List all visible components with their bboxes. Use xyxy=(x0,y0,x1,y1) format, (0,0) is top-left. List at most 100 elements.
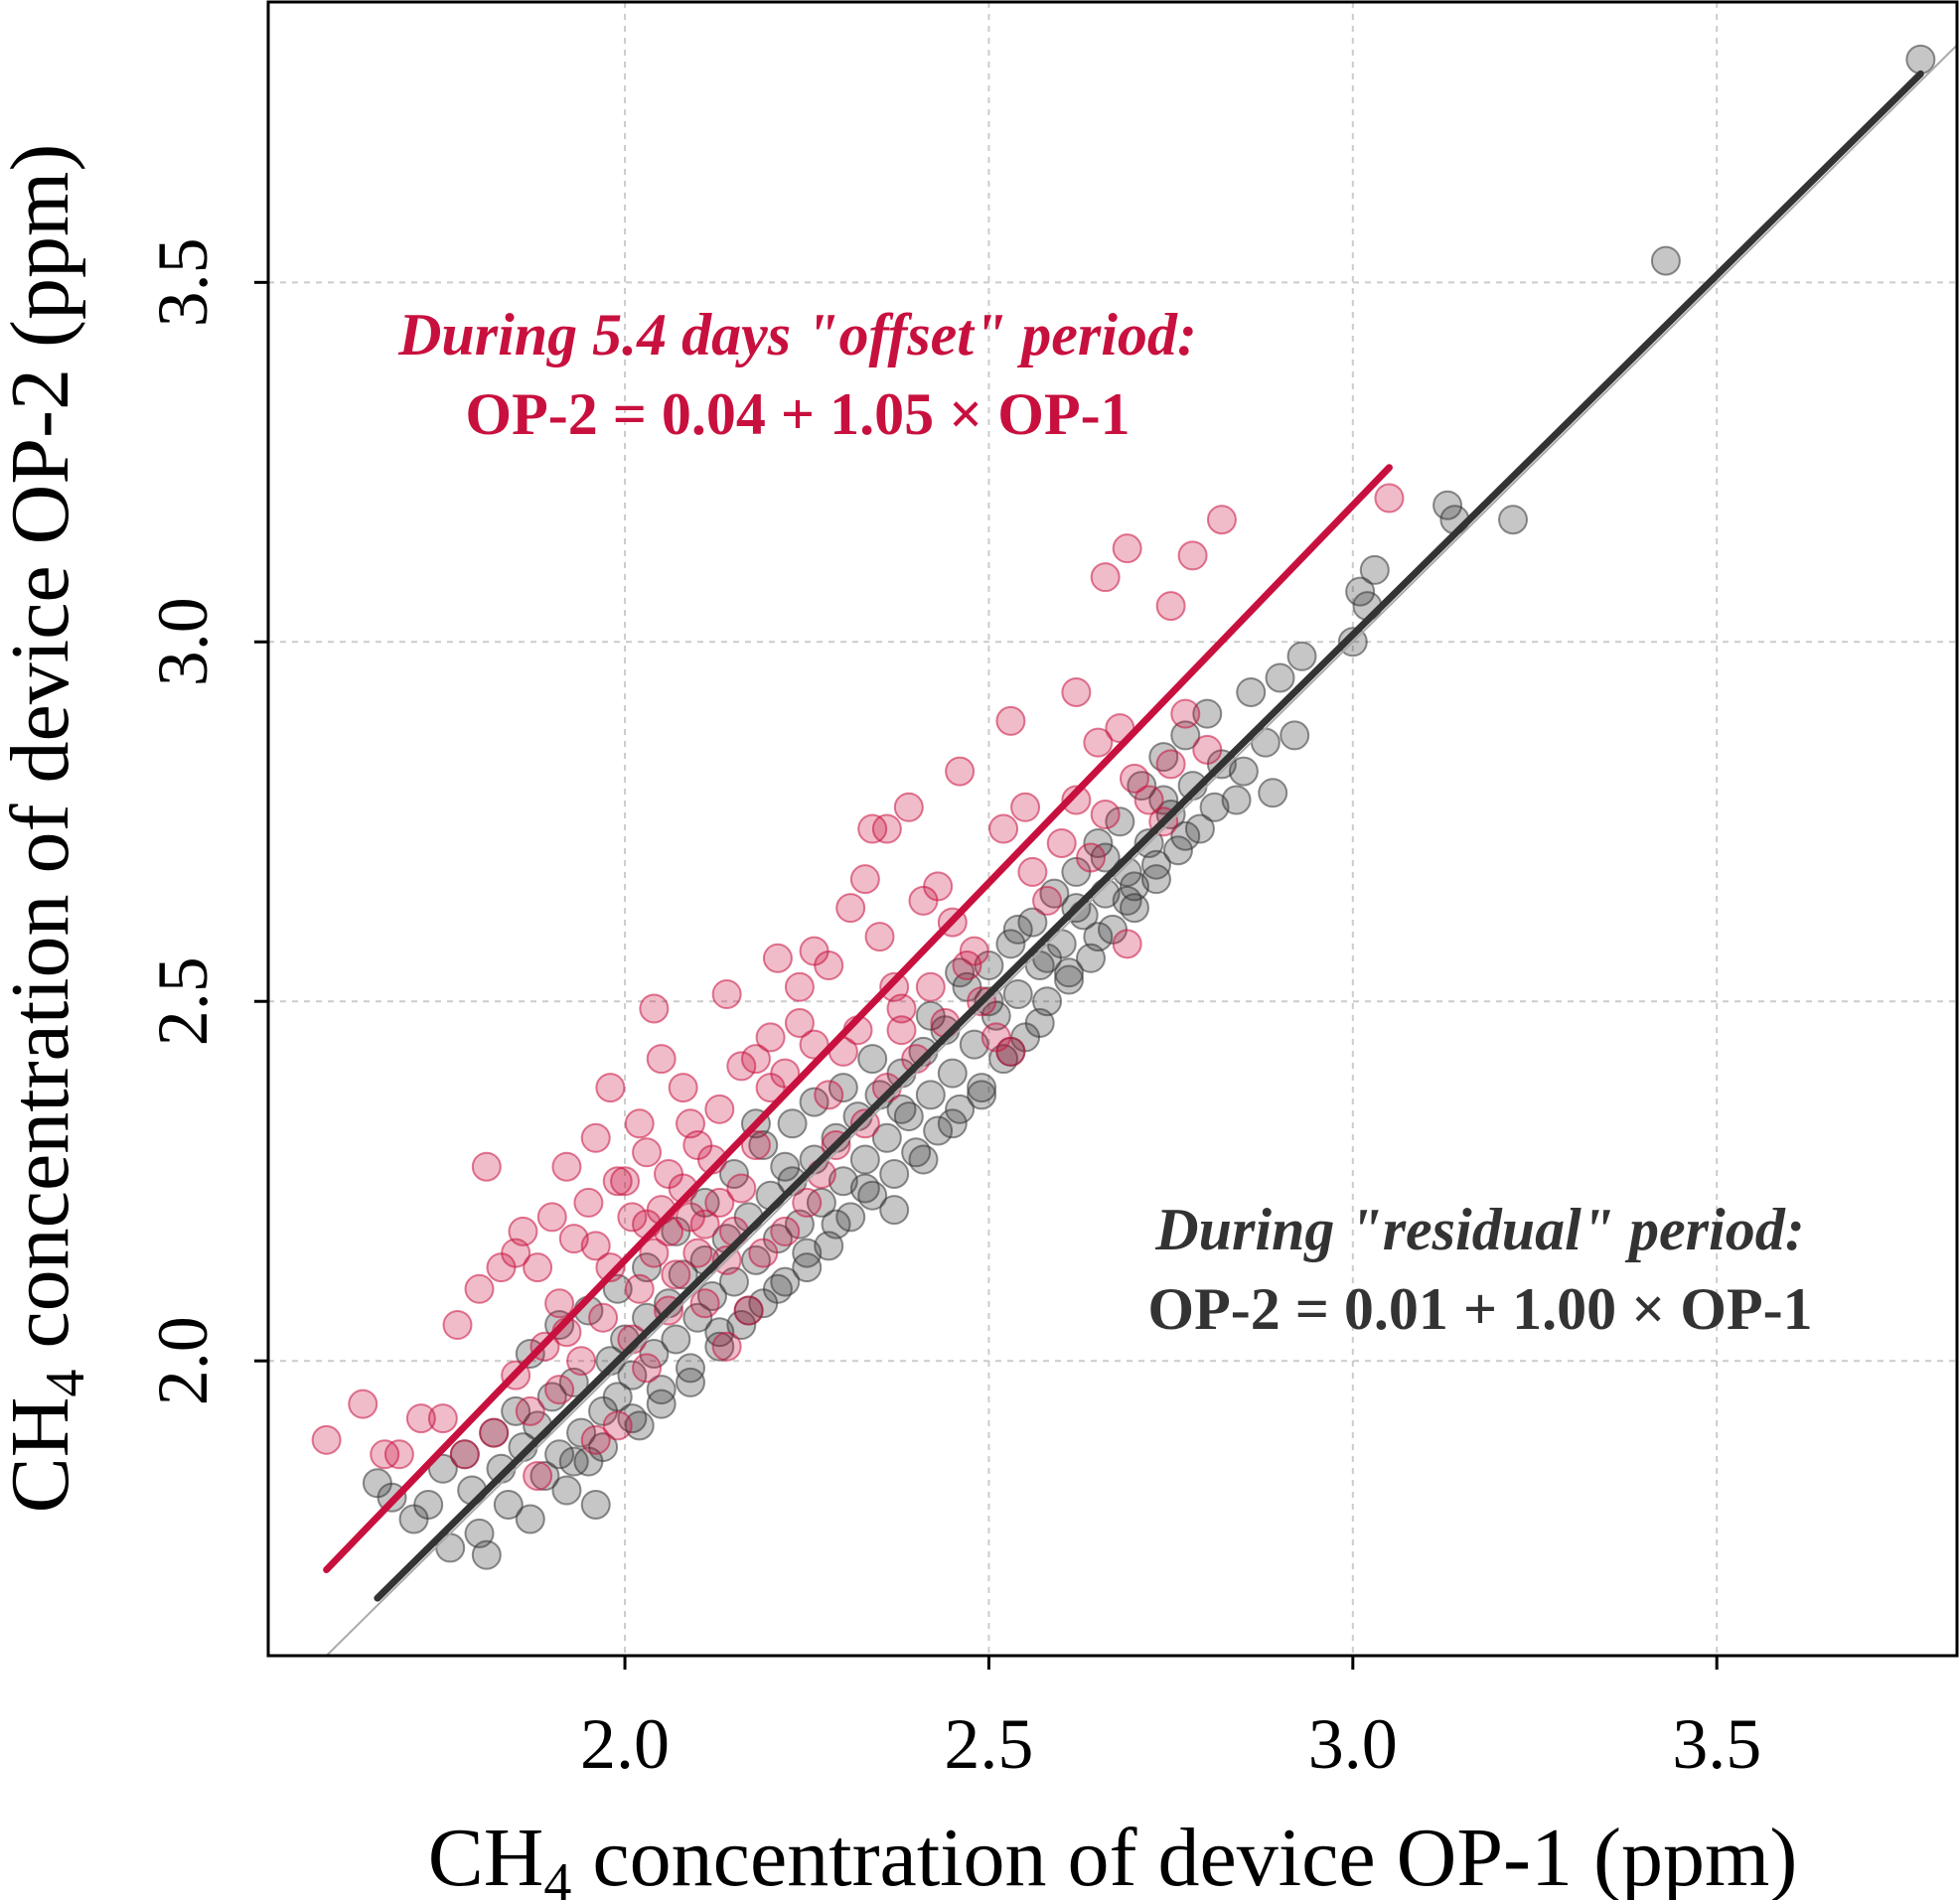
residual-point xyxy=(617,1360,648,1390)
offset-point xyxy=(1076,842,1107,873)
residual-point xyxy=(879,1195,910,1226)
residual-point xyxy=(1286,641,1317,671)
offset-point xyxy=(624,1108,655,1139)
offset-point xyxy=(1119,763,1149,794)
offset-point xyxy=(689,1288,720,1319)
offset-point xyxy=(551,1151,582,1182)
residual-point xyxy=(967,1073,997,1103)
residual-point xyxy=(1162,835,1193,866)
residual-point xyxy=(770,1151,801,1182)
y-tick-label: 3.0 xyxy=(143,597,223,686)
offset-point xyxy=(639,1238,670,1268)
residual-point xyxy=(967,1080,997,1110)
y-axis-title: CH4 concentration of device OP-2 (ppm) xyxy=(0,144,96,1514)
offset-point xyxy=(814,1080,844,1110)
residual-point xyxy=(682,1302,713,1333)
offset-point xyxy=(383,1439,414,1470)
offset-point xyxy=(471,1151,502,1182)
offset-point xyxy=(689,1209,720,1240)
residual-point xyxy=(1002,979,1033,1009)
offset-point xyxy=(923,871,954,902)
residual-point xyxy=(908,1144,939,1175)
residual-point xyxy=(1002,914,1033,945)
y-tick-label: 3.5 xyxy=(143,237,223,327)
offset-point xyxy=(654,1158,684,1189)
offset-annotation-title: During 5.4 days "offset" period: xyxy=(397,302,1197,367)
residual-point xyxy=(937,1108,968,1139)
offset-point xyxy=(1206,505,1237,535)
offset-point xyxy=(610,1166,641,1197)
offset-point xyxy=(945,756,976,787)
residual-point xyxy=(792,1238,823,1268)
offset-point xyxy=(995,705,1026,736)
residual-point xyxy=(1258,778,1288,808)
offset-point xyxy=(682,1238,713,1268)
residual-point xyxy=(1432,490,1463,520)
y-tick-label: 2.5 xyxy=(143,956,223,1046)
offset-point xyxy=(849,864,880,895)
residual-point xyxy=(1054,964,1085,995)
residual-point xyxy=(915,1080,946,1110)
residual-point xyxy=(676,1367,705,1397)
offset-point xyxy=(405,1403,436,1434)
residual-point xyxy=(1192,698,1223,729)
residual-point xyxy=(1184,813,1215,844)
offset-point xyxy=(770,1216,801,1246)
offset-point xyxy=(508,1216,538,1246)
residual-point xyxy=(1280,720,1310,751)
residual-fit-line xyxy=(374,70,1924,1602)
offset-point xyxy=(588,1302,619,1333)
residual-point xyxy=(646,1388,677,1419)
offset-point xyxy=(573,1187,604,1218)
x-tick-label: 3.0 xyxy=(1308,1704,1398,1784)
residual-point xyxy=(1170,720,1201,751)
offset-point xyxy=(595,1073,626,1103)
offset-point xyxy=(915,971,946,1002)
residual-point xyxy=(1140,849,1171,880)
offset-point xyxy=(311,1424,342,1455)
residual-point xyxy=(1024,1007,1055,1038)
offset-point xyxy=(886,993,917,1024)
offset-point xyxy=(711,1331,742,1362)
offset-point xyxy=(536,1202,567,1233)
residual-point xyxy=(1265,662,1295,693)
plot-frame xyxy=(266,0,1959,1658)
residual-point xyxy=(558,1446,589,1477)
residual-point xyxy=(762,1273,793,1304)
residual-point xyxy=(937,1058,968,1089)
offset-point xyxy=(427,1403,458,1434)
residual-point xyxy=(1498,505,1529,535)
offset-point xyxy=(704,1187,735,1218)
residual-point xyxy=(1170,820,1201,851)
offset-point xyxy=(1061,785,1092,815)
residual-point xyxy=(551,1475,582,1506)
residual-point xyxy=(821,1209,851,1240)
residual-point xyxy=(493,1489,524,1520)
residual-point xyxy=(566,1417,597,1448)
residual-point xyxy=(1345,576,1376,607)
residual-point xyxy=(515,1504,545,1535)
offset-point xyxy=(646,1044,677,1075)
offset-point xyxy=(1112,929,1142,959)
offset-point xyxy=(1083,727,1114,758)
offset-point xyxy=(726,1051,757,1082)
residual-point xyxy=(1054,957,1085,988)
offset-point xyxy=(704,1094,735,1124)
offset-point xyxy=(711,979,742,1009)
offset-point xyxy=(464,1273,495,1304)
residual-point xyxy=(1119,871,1149,902)
offset-point xyxy=(1046,827,1077,858)
offset-point xyxy=(515,1395,545,1426)
residual-point xyxy=(849,1173,880,1204)
residual-point xyxy=(1236,676,1267,707)
offset-point xyxy=(661,1259,691,1290)
offset-point xyxy=(624,1273,655,1304)
offset-point xyxy=(632,1137,663,1168)
offset-point xyxy=(864,922,895,952)
offset-point xyxy=(617,1202,648,1233)
offset-point xyxy=(580,1424,611,1455)
residual-point xyxy=(799,1087,829,1117)
offset-point xyxy=(639,993,670,1024)
residual-point xyxy=(661,1324,691,1355)
x-axis-title: CH4 concentration of device OP-1 (ppm) xyxy=(428,1812,1798,1900)
